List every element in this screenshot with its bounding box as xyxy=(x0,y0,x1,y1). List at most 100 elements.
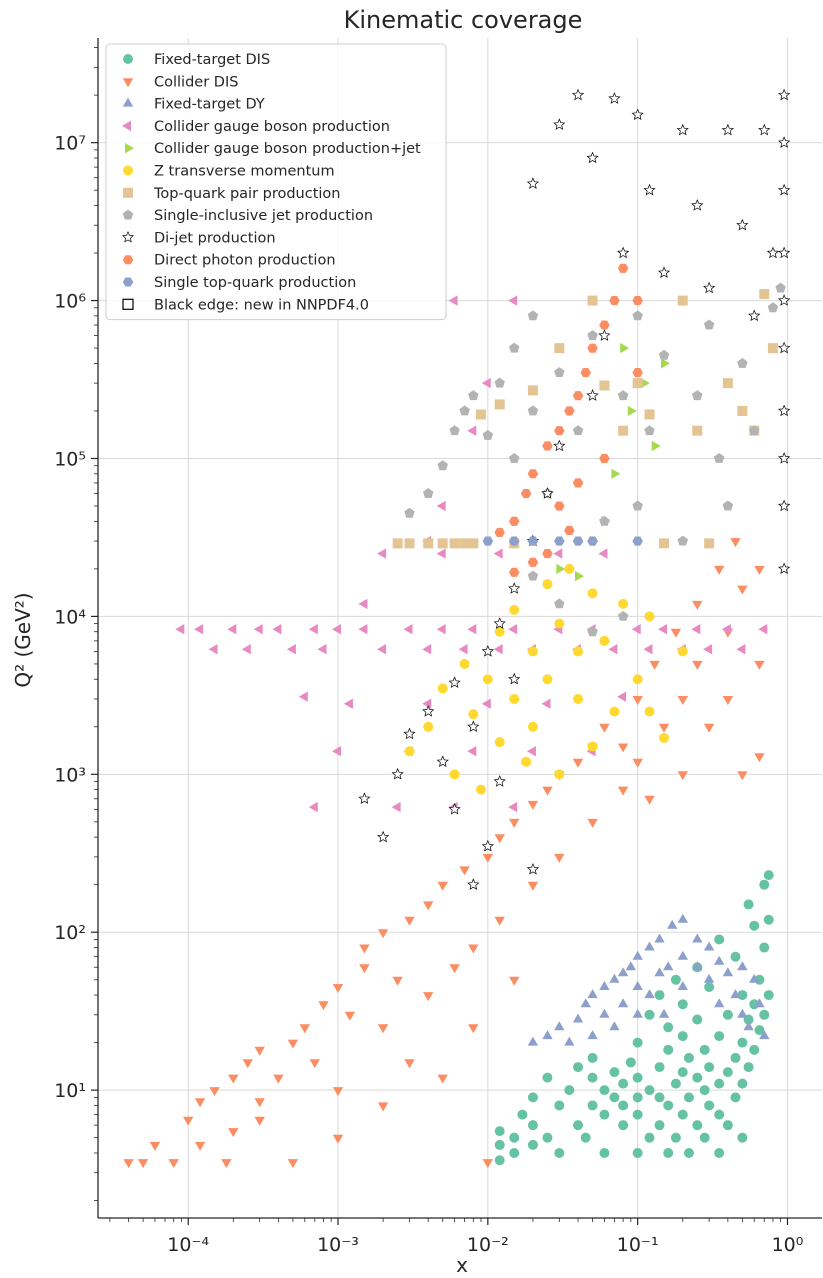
data-point xyxy=(449,295,458,305)
data-point xyxy=(618,1079,628,1089)
data-point xyxy=(495,1140,505,1150)
data-point xyxy=(476,785,486,795)
data-point xyxy=(618,264,629,273)
data-point xyxy=(438,1075,448,1084)
data-point xyxy=(495,399,505,409)
data-point xyxy=(671,1133,681,1143)
data-point xyxy=(678,646,688,656)
data-point xyxy=(509,977,519,986)
data-point xyxy=(599,516,609,526)
data-point xyxy=(731,1092,741,1102)
data-point xyxy=(588,588,598,598)
data-point xyxy=(438,538,448,548)
data-point xyxy=(310,1059,320,1068)
data-point xyxy=(528,385,538,395)
data-point xyxy=(632,310,643,320)
data-point xyxy=(700,1085,710,1095)
data-point xyxy=(587,819,597,828)
data-point xyxy=(554,854,564,863)
data-point xyxy=(714,1110,724,1120)
data-point xyxy=(437,624,446,634)
legend-entry: Collider gauge boson production+jet xyxy=(154,141,421,157)
data-point xyxy=(450,769,460,779)
legend-marker xyxy=(123,166,133,176)
data-point xyxy=(553,548,562,558)
data-point xyxy=(564,526,575,535)
data-point xyxy=(704,982,714,992)
data-point xyxy=(633,951,643,960)
data-point xyxy=(608,644,617,654)
data-point xyxy=(618,1120,628,1130)
data-point xyxy=(175,624,184,634)
data-point xyxy=(467,746,476,756)
data-point xyxy=(659,1009,669,1018)
data-point xyxy=(628,406,637,416)
data-point xyxy=(508,802,517,812)
legend-entry: Single-inclusive jet production xyxy=(154,208,373,224)
data-point xyxy=(509,453,519,463)
data-point xyxy=(650,661,660,670)
data-point xyxy=(723,696,733,705)
data-point xyxy=(468,1024,478,1033)
data-point xyxy=(618,998,628,1007)
data-point xyxy=(528,646,538,656)
data-point xyxy=(633,1148,643,1158)
data-point xyxy=(332,624,341,634)
data-point xyxy=(564,406,575,415)
data-point xyxy=(423,706,433,716)
data-point xyxy=(609,93,620,103)
data-point xyxy=(573,90,584,100)
data-point xyxy=(588,742,598,752)
data-point xyxy=(692,1120,702,1130)
data-point xyxy=(528,537,539,546)
data-point xyxy=(704,724,714,733)
series-10 xyxy=(483,537,643,546)
data-point xyxy=(587,153,598,163)
data-point xyxy=(378,1102,388,1111)
x-tick-label: 10⁰ xyxy=(772,1234,804,1256)
data-point xyxy=(737,1079,747,1089)
data-point xyxy=(652,441,661,451)
data-point xyxy=(704,942,714,951)
data-point xyxy=(764,990,774,1000)
data-point xyxy=(494,644,503,654)
data-point xyxy=(704,320,715,330)
data-point xyxy=(508,624,517,634)
data-point xyxy=(587,1030,597,1039)
data-point xyxy=(731,952,741,962)
data-point xyxy=(609,1067,619,1077)
data-point xyxy=(633,759,643,768)
data-point xyxy=(299,692,308,702)
data-point xyxy=(764,870,774,880)
y-axis-label: Q² (GeV²) xyxy=(11,592,35,687)
data-point xyxy=(404,729,414,739)
data-point xyxy=(678,1067,688,1077)
data-point xyxy=(737,358,748,368)
data-point xyxy=(227,624,236,634)
data-point xyxy=(737,1038,747,1048)
data-point xyxy=(759,289,769,299)
data-point xyxy=(618,426,628,436)
data-point xyxy=(599,380,609,390)
legend-marker-shape xyxy=(123,188,133,198)
y-tick-label: 10⁶ xyxy=(54,291,86,313)
data-point xyxy=(700,1045,710,1055)
data-point xyxy=(423,992,433,1001)
data-point xyxy=(309,802,318,812)
data-point xyxy=(599,636,609,646)
data-point xyxy=(692,661,702,670)
data-point xyxy=(644,796,654,805)
data-point xyxy=(599,454,610,463)
data-point xyxy=(633,1038,643,1048)
data-point xyxy=(528,1120,538,1130)
data-point xyxy=(209,644,218,654)
data-point xyxy=(123,1159,133,1168)
data-point xyxy=(528,801,538,810)
data-point xyxy=(243,1059,253,1068)
data-point xyxy=(459,866,469,875)
data-point xyxy=(655,1092,665,1102)
data-point xyxy=(723,125,734,135)
data-point xyxy=(618,390,629,400)
data-point xyxy=(632,501,643,511)
data-point xyxy=(609,974,619,983)
